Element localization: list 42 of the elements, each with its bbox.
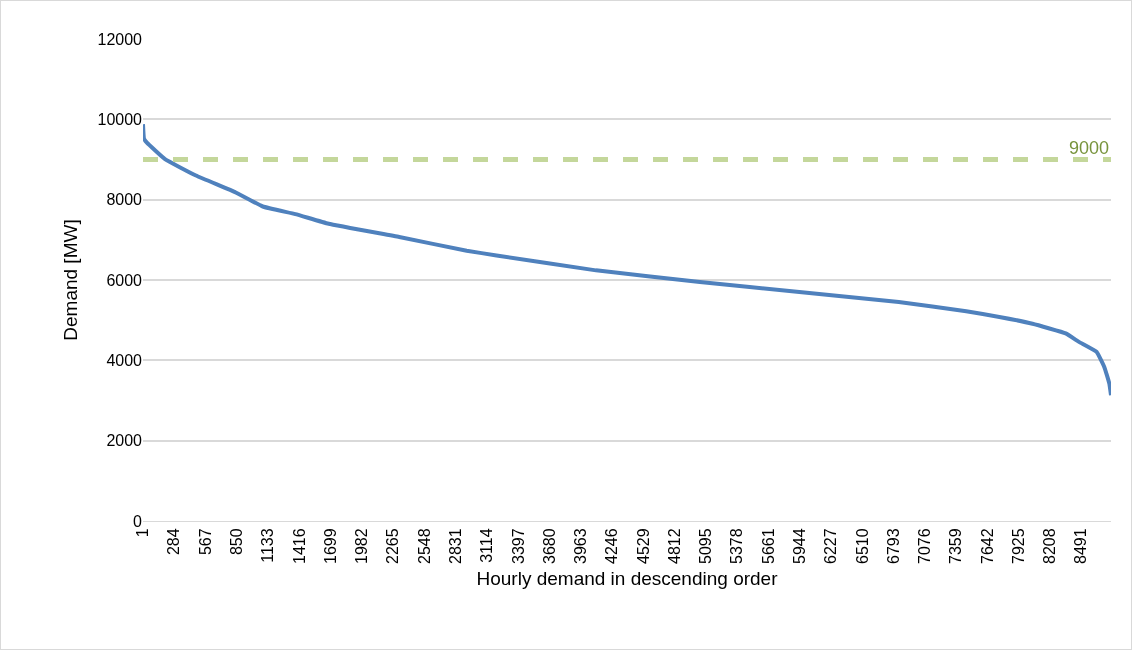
x-tick-label: 5095	[697, 528, 715, 564]
x-tick-label: 1133	[259, 528, 277, 563]
x-tick-label: 5378	[728, 528, 746, 564]
x-tick-label: 6227	[822, 528, 840, 564]
x-tick-label: 7642	[978, 528, 996, 564]
y-tick-label: 2000	[106, 432, 143, 450]
x-tick-label: 8491	[1072, 528, 1090, 564]
x-tick-label: 7925	[1009, 528, 1027, 564]
ref-line-label: 9000	[1069, 138, 1110, 158]
x-tick-label: 3680	[540, 528, 558, 564]
x-axis-title: Hourly demand in descending order	[476, 567, 779, 589]
x-tick-label: 7359	[947, 528, 965, 564]
x-tick-label: 5944	[790, 528, 808, 564]
x-tick-label: 6793	[884, 528, 902, 564]
line-series	[143, 122, 1111, 398]
x-tick-label: 3397	[509, 528, 527, 564]
x-tick-label: 7076	[916, 528, 934, 564]
y-tick-label: 4000	[106, 351, 143, 369]
x-tick-label: 1416	[290, 528, 308, 564]
y-tick-label: 10000	[97, 110, 143, 128]
x-tick-label: 2265	[384, 528, 402, 564]
x-tick-label: 3114	[478, 528, 496, 563]
x-tick-label: 284	[165, 528, 183, 556]
y-tick-label: 6000	[106, 271, 143, 289]
y-axis-title: Demand [MW]	[60, 219, 82, 341]
x-tick-label: 1	[134, 528, 152, 538]
x-tick-label: 4246	[603, 528, 621, 564]
x-tick-label: 567	[196, 528, 214, 556]
y-tick-label: 8000	[106, 191, 143, 209]
x-tick-label: 2548	[415, 528, 433, 564]
y-tick-label: 12000	[97, 30, 143, 48]
x-tick-label: 6510	[853, 528, 871, 564]
x-tick-label: 4529	[634, 528, 652, 564]
x-tick-label: 3963	[572, 528, 590, 564]
x-tick-label: 850	[228, 528, 246, 556]
x-tick-label: 1699	[321, 528, 339, 564]
y-tick-label: 0	[133, 512, 143, 530]
x-tick-label: 2831	[446, 528, 464, 564]
x-tick-label: 8208	[1041, 528, 1059, 564]
x-tick-label: 1982	[353, 528, 371, 564]
x-tick-label: 5661	[759, 528, 777, 564]
x-tick-label: 4812	[665, 528, 683, 564]
